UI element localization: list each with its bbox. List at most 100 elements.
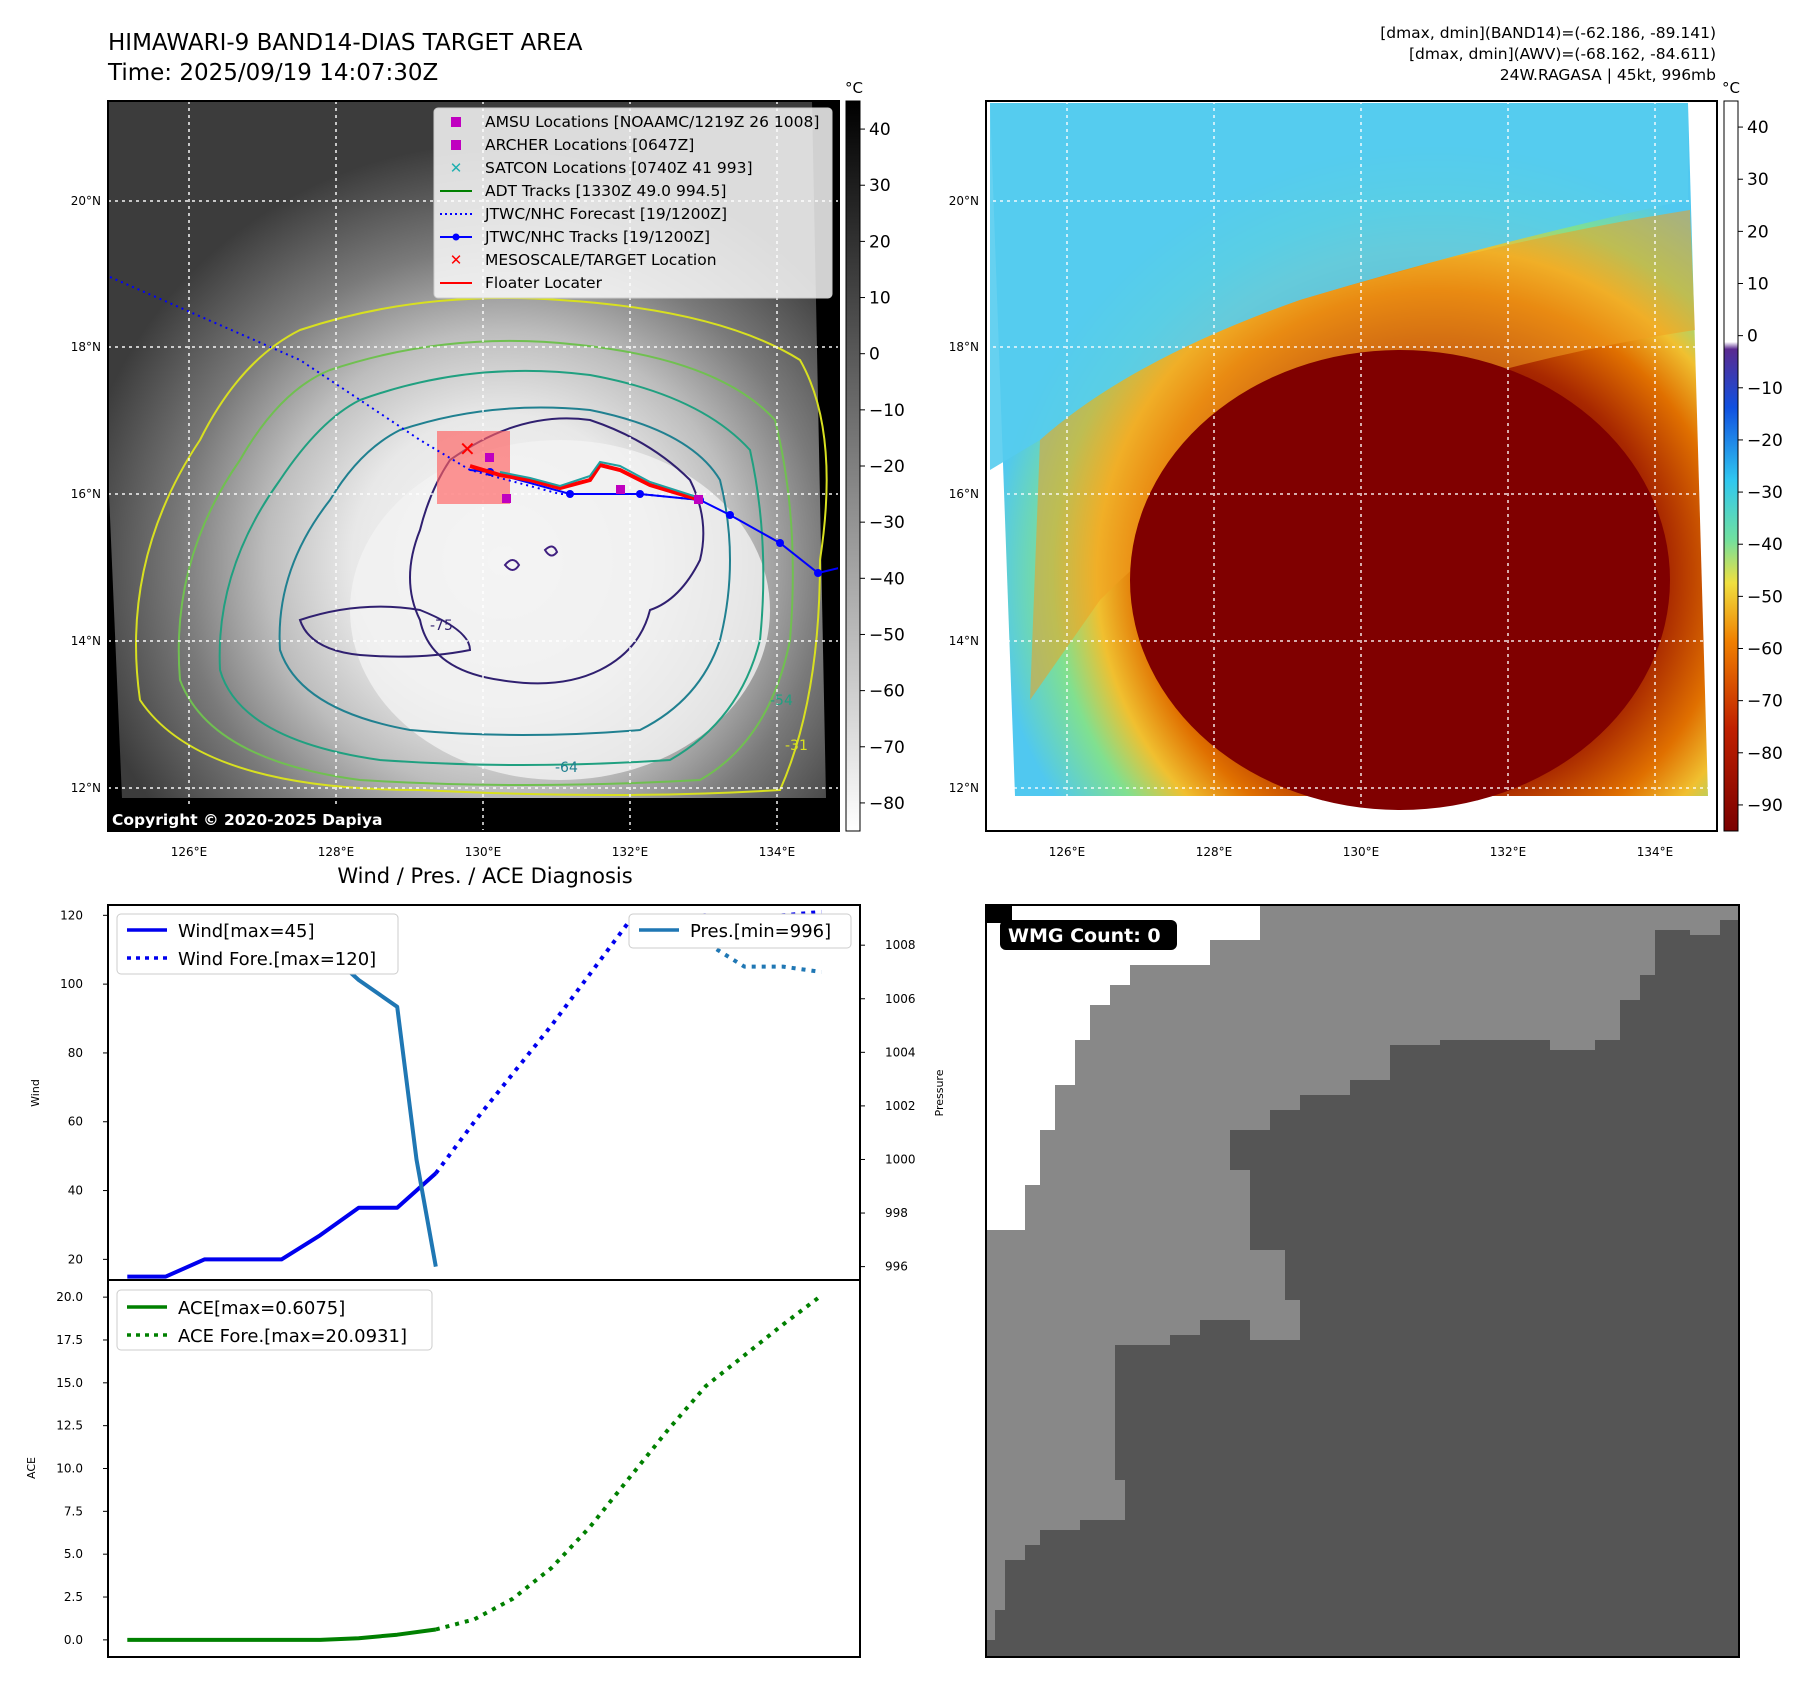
figure-title-line1: HIMAWARI-9 BAND14-DIAS TARGET AREA	[108, 30, 583, 56]
colorbar-tick-label: −80	[1747, 744, 1783, 764]
colorbar-tick-label: −90	[1747, 796, 1783, 816]
wind-forecast-legend-entry: Wind Fore.[max=120]	[178, 949, 376, 970]
lat-tick-label: 14°N	[949, 634, 979, 648]
y-tick-label: 10.0	[56, 1462, 83, 1476]
map-legend-entry: JTWC/NHC Forecast [19/1200Z]	[440, 205, 727, 223]
legend-dot-marker	[452, 233, 460, 241]
legend-x-marker: ✕	[450, 159, 463, 177]
ace-forecast-legend-entry: ACE Fore.[max=20.0931]	[178, 1326, 407, 1347]
awv-map-panel	[986, 101, 1717, 831]
y-tick-label: 20	[68, 1252, 83, 1266]
ace-axis-label: ACE	[25, 1457, 38, 1479]
ir-map-frame	[107, 100, 840, 832]
ace-legend-entry: ACE[max=0.6075]	[178, 1298, 345, 1319]
y-tick-label: 15.0	[56, 1376, 83, 1390]
lon-tick-label: 130°E	[1343, 845, 1380, 859]
awv-colorbar	[1723, 100, 1739, 832]
y-tick-label: 17.5	[56, 1333, 83, 1347]
y2-tick-label: 1004	[885, 1045, 916, 1059]
y2-tick-label: 998	[885, 1206, 908, 1220]
map-legend-label: MESOSCALE/TARGET Location	[485, 251, 717, 269]
colorbar-tick-label: 20	[869, 232, 891, 252]
y-tick-label: 100	[60, 977, 83, 991]
y-tick-label: 20.0	[56, 1290, 83, 1304]
wmg-panel: WMG Count: 0	[986, 905, 1739, 1657]
legend-square-marker	[451, 117, 461, 127]
lon-tick-label: 128°E	[318, 845, 355, 859]
y2-tick-label: 1002	[885, 1099, 916, 1113]
awv-map-frame	[985, 100, 1718, 832]
wind-axis-label: Wind	[29, 1079, 42, 1107]
lon-tick-label: 126°E	[171, 845, 208, 859]
y2-tick-label: 1008	[885, 938, 916, 952]
y2-tick-label: 1006	[885, 992, 916, 1006]
map-legend-label: JTWC/NHC Forecast [19/1200Z]	[484, 205, 727, 223]
y2-tick-label: 996	[885, 1260, 908, 1274]
colorbar-tick-label: 10	[869, 289, 891, 309]
map-legend-entry: ✕ MESOSCALE/TARGET Location	[450, 251, 717, 269]
figure-title-line2: Time: 2025/09/19 14:07:30Z	[107, 60, 438, 86]
map-legend-entry: JTWC/NHC Tracks [19/1200Z]	[440, 228, 710, 246]
colorbar-tick-label: 30	[869, 176, 891, 196]
lon-tick-label: 130°E	[465, 845, 502, 859]
lat-tick-label: 20°N	[71, 194, 101, 208]
lat-tick-label: 18°N	[71, 340, 101, 354]
lon-tick-label: 132°E	[612, 845, 649, 859]
awv-core	[1130, 350, 1670, 810]
wmg-count-label: WMG Count: 0	[1008, 925, 1161, 947]
colorbar-tick-label: −70	[869, 738, 905, 758]
pressure-axis-label: Pressure	[933, 1069, 946, 1116]
colorbar-tick-label: −10	[1747, 379, 1783, 399]
lat-tick-label: 18°N	[949, 340, 979, 354]
y-tick-label: 60	[68, 1115, 83, 1129]
wmg-frame	[985, 904, 1740, 1658]
colorbar-tick-label: −40	[1747, 535, 1783, 555]
colorbar-tick-label: −30	[869, 513, 905, 533]
y-tick-label: 2.5	[64, 1590, 83, 1604]
lat-tick-label: 12°N	[71, 781, 101, 795]
y-tick-label: 120	[60, 908, 83, 922]
ir-colorbar	[845, 100, 861, 832]
map-legend-entry: ARCHER Locations [0647Z]	[451, 136, 694, 154]
colorbar-tick-label: −80	[869, 794, 905, 814]
diagnosis-title: Wind / Pres. / ACE Diagnosis	[337, 864, 632, 888]
legend-x-marker: ✕	[450, 251, 463, 269]
ir-colorbar-unit: °C	[845, 79, 863, 97]
colorbar-tick-label: 30	[1747, 170, 1769, 190]
colorbar-tick-label: −70	[1747, 692, 1783, 712]
map-legend-label: ARCHER Locations [0647Z]	[485, 136, 694, 154]
map-legend-label: JTWC/NHC Tracks [19/1200Z]	[484, 228, 710, 246]
colorbar-tick-label: −60	[1747, 640, 1783, 660]
adt-track	[499, 460, 701, 499]
wmg-dark-region	[986, 920, 1739, 1657]
colorbar-tick-label: −40	[869, 569, 905, 589]
colorbar-tick-label: 0	[1747, 327, 1758, 347]
wind-legend-entry: Wind[max=45]	[178, 921, 315, 942]
series-line	[127, 1627, 437, 1642]
stats-line3: 24W.RAGASA | 45kt, 996mb	[1500, 66, 1716, 84]
map-legend-entry: ✕ SATCON Locations [0740Z 41 993]	[450, 159, 753, 177]
pressure-legend-entry: Pres.[min=996]	[690, 921, 831, 942]
colorbar-tick-label: 40	[1747, 118, 1769, 138]
map-legend-entry: ADT Tracks [1330Z 49.0 994.5]	[440, 182, 726, 200]
target-x-marker: ✕	[459, 437, 476, 461]
wind-legend: Wind[max=45] Wind Fore.[max=120]	[116, 913, 399, 975]
legend-square-marker	[451, 140, 461, 150]
lon-tick-label: 132°E	[1490, 845, 1527, 859]
y-tick-label: 80	[68, 1046, 83, 1060]
colorbar-tick-label: 0	[869, 345, 880, 365]
colorbar-tick-label: −20	[869, 457, 905, 477]
y-tick-label: 5.0	[64, 1547, 83, 1561]
floater-track	[469, 462, 701, 502]
lon-tick-label: 128°E	[1196, 845, 1233, 859]
cloud-core	[350, 440, 770, 780]
y-tick-label: 0.0	[64, 1633, 83, 1647]
map-legend-label: Floater Locater	[485, 274, 603, 292]
lat-tick-label: 20°N	[949, 194, 979, 208]
colorbar-tick-label: −10	[869, 401, 905, 421]
contour-label: -54	[770, 693, 793, 709]
contour-label: -75	[430, 618, 453, 634]
lat-tick-label: 16°N	[71, 487, 101, 501]
map-legend: AMSU Locations [NOAAMC/1219Z 26 1008] ARC…	[433, 107, 833, 299]
